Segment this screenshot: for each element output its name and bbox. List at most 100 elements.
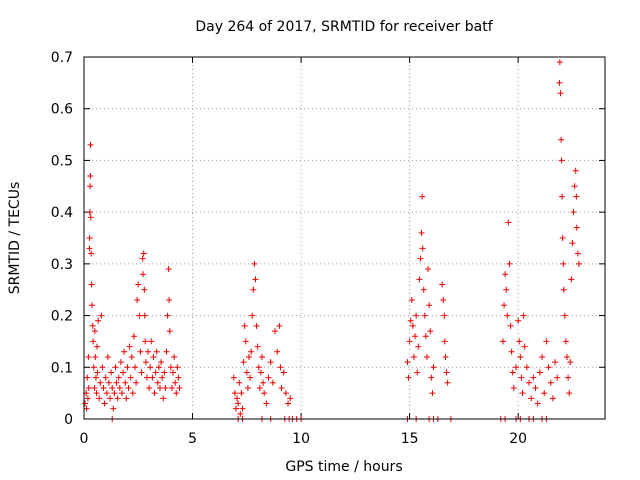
data-point-marker [256, 384, 263, 391]
data-point-marker [243, 369, 250, 376]
data-point-marker [549, 395, 556, 402]
axis-ticks: 0 5 10 15 20 0 0.1 0.2 0.3 0.4 0.5 0.6 0.7 [51, 50, 605, 447]
data-point-marker [88, 250, 95, 257]
data-point-marker [127, 374, 134, 381]
data-point-marker [510, 384, 517, 391]
data-point-marker [250, 286, 257, 293]
data-point-marker [115, 374, 122, 381]
data-point-marker [149, 374, 156, 381]
y-tick-label: 0.1 [51, 360, 73, 376]
data-point-marker [558, 157, 565, 164]
data-point-marker [121, 348, 128, 355]
data-point-marker [141, 286, 148, 293]
data-point-marker [509, 369, 516, 376]
data-point-marker [530, 374, 537, 381]
data-point-marker [267, 359, 274, 366]
data-point-marker [422, 333, 429, 340]
data-point-marker [573, 193, 580, 200]
data-point-marker [153, 348, 160, 355]
data-point-marker [102, 374, 109, 381]
data-point-marker [176, 384, 183, 391]
data-point-marker [285, 400, 292, 407]
data-point-marker [129, 390, 136, 397]
data-point-marker [151, 390, 158, 397]
data-point-marker [251, 260, 258, 267]
data-point-marker [265, 374, 272, 381]
data-point-marker [419, 245, 426, 252]
data-point-marker [174, 364, 181, 371]
data-point-marker [570, 209, 577, 216]
data-point-marker [573, 224, 580, 231]
data-point-marker [138, 369, 145, 376]
data-point-marker [558, 136, 565, 143]
data-point-marker [521, 343, 528, 350]
data-point-marker [532, 384, 539, 391]
data-point-marker [86, 209, 93, 216]
data-point-marker [140, 271, 147, 278]
data-point-marker [282, 390, 289, 397]
data-point-marker [413, 312, 420, 319]
data-point-marker [92, 374, 99, 381]
data-point-marker [261, 390, 268, 397]
data-point-marker [158, 359, 165, 366]
data-point-marker [541, 390, 548, 397]
data-point-marker [406, 338, 413, 345]
data-point-marker [91, 384, 98, 391]
data-point-marker [238, 390, 245, 397]
data-point-marker [164, 312, 171, 319]
data-point-marker [82, 400, 89, 407]
data-point-marker [240, 359, 247, 366]
data-point-marker [526, 379, 533, 386]
data-point-marker [113, 379, 120, 386]
x-tick-label: 5 [188, 431, 197, 447]
data-point-marker [277, 364, 284, 371]
data-point-marker [248, 348, 255, 355]
data-point-marker [429, 390, 436, 397]
data-point-marker [94, 369, 101, 376]
data-point-marker [423, 353, 430, 360]
data-point-marker [556, 59, 563, 66]
data-point-marker [160, 395, 167, 402]
data-point-marker [145, 348, 152, 355]
data-point-marker [247, 374, 254, 381]
data-point-marker [116, 384, 123, 391]
data-point-marker [441, 312, 448, 319]
data-point-marker [236, 379, 243, 386]
data-point-marker [109, 384, 116, 391]
data-point-marker [150, 353, 157, 360]
data-point-marker [172, 379, 179, 386]
data-point-marker [141, 312, 148, 319]
data-point-marker [556, 79, 563, 86]
data-point-marker [512, 364, 519, 371]
data-point-marker [111, 390, 118, 397]
data-points [82, 59, 582, 422]
data-point-marker [547, 379, 554, 386]
data-point-marker [166, 297, 173, 304]
data-point-marker [569, 240, 576, 247]
data-point-marker [128, 353, 135, 360]
data-point-marker [123, 395, 130, 402]
data-point-marker [104, 353, 111, 360]
data-point-marker [430, 364, 437, 371]
data-point-marker [89, 322, 96, 329]
data-point-marker [520, 312, 527, 319]
data-point-marker [239, 405, 246, 412]
data-point-marker [559, 235, 566, 241]
data-point-marker [574, 250, 581, 257]
data-point-marker [523, 364, 530, 371]
data-point-marker [91, 328, 98, 335]
data-point-marker [94, 343, 101, 350]
data-point-marker [159, 374, 166, 381]
data-point-marker [89, 302, 96, 309]
data-point-marker [506, 260, 513, 267]
data-point-marker [508, 348, 515, 355]
y-tick-label: 0.5 [51, 153, 73, 169]
data-point-marker [567, 359, 574, 366]
data-point-marker [170, 369, 177, 376]
data-point-marker [552, 359, 559, 366]
data-point-marker [130, 333, 137, 340]
data-point-marker [439, 281, 446, 288]
data-point-marker [575, 260, 582, 267]
data-point-marker [143, 374, 150, 381]
